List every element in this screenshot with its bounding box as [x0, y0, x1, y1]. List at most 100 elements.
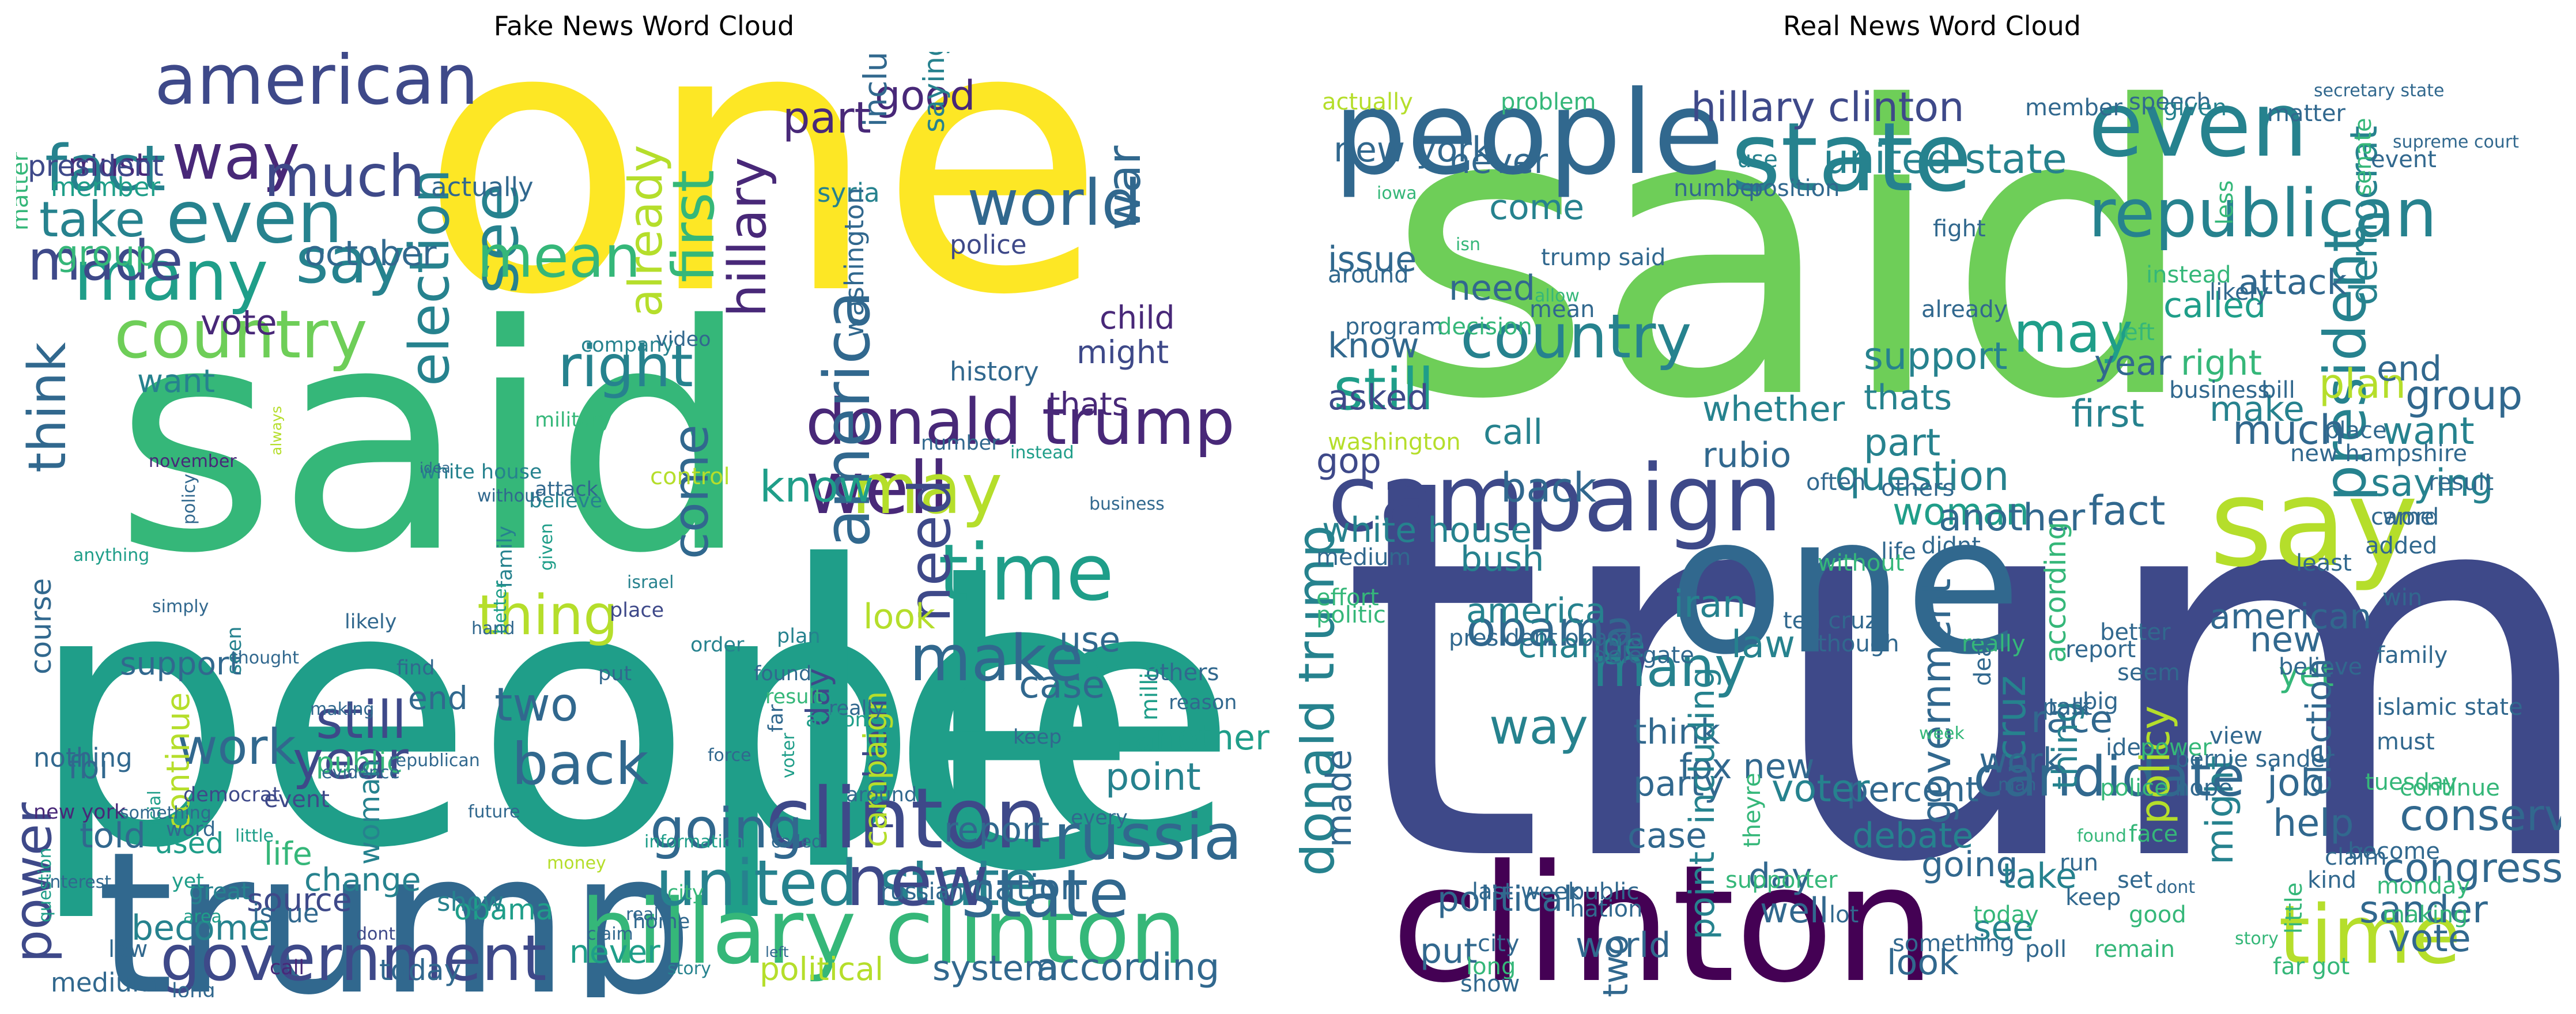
fake-word: hand: [471, 619, 515, 639]
real-word: including: [1682, 667, 1723, 824]
real-word: really: [1962, 631, 2026, 657]
fake-word: democrat: [183, 783, 280, 806]
fake-word: good: [875, 72, 976, 119]
real-word: clinton: [1391, 831, 1936, 997]
real-word: deal: [1970, 636, 1996, 686]
real-word: according: [2039, 522, 2072, 663]
fake-word: including: [857, 52, 894, 127]
fake-word: order: [690, 634, 745, 657]
fake-word: around: [846, 783, 917, 806]
real-word: need: [1449, 268, 1535, 308]
fake-word: company: [581, 334, 674, 357]
real-word: law: [1731, 623, 1795, 666]
real-word: big: [2083, 688, 2118, 715]
fake-word: system: [932, 948, 1057, 989]
real-word: trump: [1339, 366, 2561, 977]
fake-word: course: [24, 578, 58, 674]
real-word: cruz: [1988, 676, 2035, 761]
real-word: state: [1731, 102, 1972, 213]
real-word: public: [1570, 879, 1639, 905]
fake-word: america: [810, 291, 884, 548]
real-word: supporter: [1725, 867, 1838, 894]
fake-word: nothing: [33, 742, 133, 773]
fake-word: issue: [252, 898, 319, 929]
fake-word: saying: [917, 52, 951, 133]
fake-word: look: [863, 597, 935, 637]
real-word: event: [2371, 146, 2437, 173]
fake-word: information: [644, 832, 744, 852]
real-word: keep: [2065, 884, 2121, 911]
real-word: theyre: [1739, 773, 1766, 848]
real-word: number: [1674, 175, 1764, 202]
real-word: continue: [2400, 775, 2500, 801]
real-word: though: [1818, 631, 1899, 657]
real-word: one: [1668, 475, 2022, 696]
fake-word: washington: [839, 187, 870, 337]
real-word: bernie sander: [2175, 746, 2335, 772]
fake-word: hillary clinton: [581, 880, 1187, 984]
fake-word: every: [1071, 806, 1128, 830]
real-word: fox new: [1679, 747, 1815, 787]
fake-word: trump: [97, 810, 694, 997]
fake-word: november: [149, 451, 237, 472]
fake-word: le: [771, 480, 1142, 963]
real-word: back: [1501, 464, 1597, 511]
real-word: problem: [1501, 89, 1596, 115]
fake-word: question: [35, 847, 55, 922]
fake-word: keep: [1013, 726, 1062, 749]
real-word: isn: [1456, 235, 1480, 255]
real-word: seem: [2117, 659, 2180, 686]
real-word: conservative: [2400, 790, 2561, 840]
fake-word: find: [396, 657, 435, 680]
real-word: president: [2311, 230, 2379, 502]
real-word: year: [2094, 343, 2171, 383]
fake-word: election: [398, 169, 462, 387]
fake-word: white house: [420, 461, 542, 484]
fake-word: obama: [454, 893, 553, 926]
real-word: found: [2077, 826, 2126, 846]
real-word: view: [2209, 723, 2263, 749]
real-word: member: [2025, 95, 2123, 121]
real-word: talk: [2048, 694, 2091, 721]
fake-word: new york: [33, 801, 126, 824]
real-word: must: [2377, 729, 2435, 755]
real-word: senate: [2350, 118, 2377, 196]
fake-word: something: [120, 803, 211, 823]
real-word: program: [1345, 314, 1444, 340]
real-word: much: [2233, 406, 2345, 454]
real-word: yet: [2279, 654, 2334, 695]
fake-word: given: [537, 523, 557, 571]
fake-word: country: [114, 296, 368, 374]
real-word: end: [2377, 349, 2442, 389]
fake-word: come: [663, 424, 720, 559]
real-word: win: [2382, 585, 2422, 611]
real-word: race: [2031, 698, 2113, 741]
real-word: white house: [1322, 510, 1532, 551]
real-word: country: [1460, 301, 1692, 372]
fake-word: fact: [45, 131, 166, 205]
fake-word: idea: [420, 459, 451, 476]
fake-word: see: [459, 183, 532, 294]
fake-word: must: [68, 146, 148, 183]
real-word: came: [2371, 504, 2434, 530]
fake-word: problem: [857, 699, 894, 830]
fake-word: life: [264, 835, 312, 872]
fake-word: know: [760, 461, 874, 512]
fake-word: better: [490, 581, 511, 634]
real-word: run: [2060, 850, 2098, 876]
real-word: united state: [1823, 135, 2067, 183]
fake-word: yet: [172, 870, 204, 893]
real-word: city: [1478, 930, 1519, 957]
fake-word: think: [17, 342, 78, 473]
real-word: likely: [2209, 279, 2269, 306]
real-word: policy: [2132, 706, 2179, 824]
real-word: gop: [1316, 441, 1381, 481]
real-word: government: [1913, 578, 1960, 824]
fake-word: without: [477, 486, 542, 506]
real-word: going: [1921, 845, 2018, 885]
fake-word: story: [667, 959, 711, 979]
real-word: ted cruz: [1783, 608, 1877, 634]
real-word: president obama: [1449, 625, 1644, 651]
real-word: claim: [2325, 844, 2387, 870]
real-word: better: [2100, 619, 2171, 646]
